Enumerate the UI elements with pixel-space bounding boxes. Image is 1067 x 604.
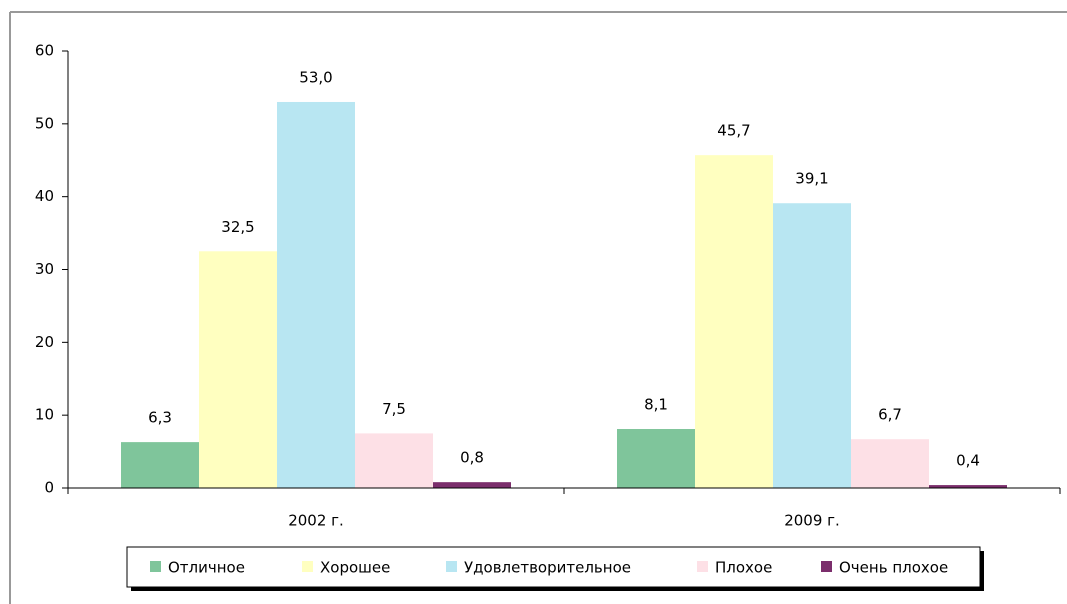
value-label: 8,1: [644, 396, 668, 414]
y-tick-label: 20: [35, 333, 54, 351]
bar: [277, 101, 355, 488]
legend-swatch: [821, 561, 832, 572]
legend-swatch: [446, 561, 457, 572]
value-label: 45,7: [717, 122, 750, 140]
bar: [355, 433, 433, 488]
bar: [929, 485, 1007, 488]
legend-label: Очень плохое: [839, 559, 948, 577]
value-label: 32,5: [221, 218, 254, 236]
legend-label: Удовлетворительное: [464, 559, 631, 577]
bar: [695, 155, 773, 488]
legend-swatch: [697, 561, 708, 572]
value-label: 6,7: [878, 406, 902, 424]
bar: [199, 251, 277, 488]
legend-label: Плохое: [715, 559, 772, 577]
legend-swatch: [150, 561, 161, 572]
bar: [433, 482, 511, 488]
value-label: 7,5: [382, 400, 406, 418]
value-label: 53,0: [299, 68, 332, 86]
bar: [851, 439, 929, 488]
legend-box: [126, 546, 981, 588]
y-tick-label: 30: [35, 260, 54, 278]
value-label: 39,1: [795, 170, 828, 188]
bar: [773, 203, 851, 488]
y-tick-label: 0: [44, 479, 54, 497]
bar: [617, 429, 695, 488]
bar: [121, 442, 199, 488]
legend-label: Хорошее: [320, 559, 390, 577]
legend-swatch: [302, 561, 313, 572]
value-label: 0,8: [460, 449, 484, 467]
x-tick-label: 2009 г.: [784, 512, 840, 530]
y-tick-label: 50: [35, 114, 54, 132]
y-tick-label: 10: [35, 406, 54, 424]
y-tick-label: 40: [35, 187, 54, 205]
value-label: 6,3: [148, 409, 172, 427]
x-tick-label: 2002 г.: [288, 512, 344, 530]
y-tick-label: 60: [35, 42, 54, 60]
value-label: 0,4: [956, 452, 980, 470]
legend-label: Отличное: [168, 559, 245, 577]
